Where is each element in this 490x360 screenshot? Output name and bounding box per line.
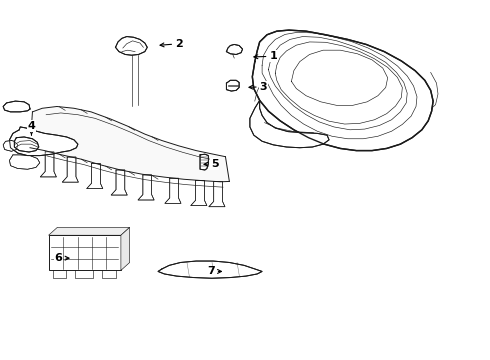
Text: 7: 7	[207, 266, 221, 276]
Polygon shape	[40, 152, 56, 177]
Polygon shape	[226, 44, 243, 54]
Polygon shape	[165, 178, 181, 203]
Polygon shape	[250, 100, 329, 148]
Text: 4: 4	[27, 121, 35, 135]
Polygon shape	[116, 37, 147, 55]
Polygon shape	[138, 175, 154, 200]
Polygon shape	[30, 107, 229, 182]
Polygon shape	[209, 182, 225, 207]
Polygon shape	[3, 140, 18, 151]
Polygon shape	[49, 235, 121, 270]
Polygon shape	[9, 155, 40, 169]
Polygon shape	[9, 127, 78, 156]
Polygon shape	[49, 227, 130, 235]
Polygon shape	[87, 163, 103, 189]
Polygon shape	[3, 101, 30, 112]
Polygon shape	[191, 180, 207, 206]
Polygon shape	[226, 80, 239, 91]
Polygon shape	[200, 154, 208, 170]
Text: 3: 3	[249, 82, 268, 92]
Polygon shape	[111, 170, 127, 195]
Polygon shape	[62, 157, 78, 182]
Text: 1: 1	[254, 51, 277, 61]
Polygon shape	[158, 261, 262, 278]
Polygon shape	[121, 227, 130, 270]
Text: 6: 6	[54, 253, 69, 263]
Polygon shape	[252, 30, 433, 150]
Text: 5: 5	[204, 159, 219, 169]
Text: 2: 2	[160, 39, 183, 49]
Polygon shape	[14, 137, 39, 152]
